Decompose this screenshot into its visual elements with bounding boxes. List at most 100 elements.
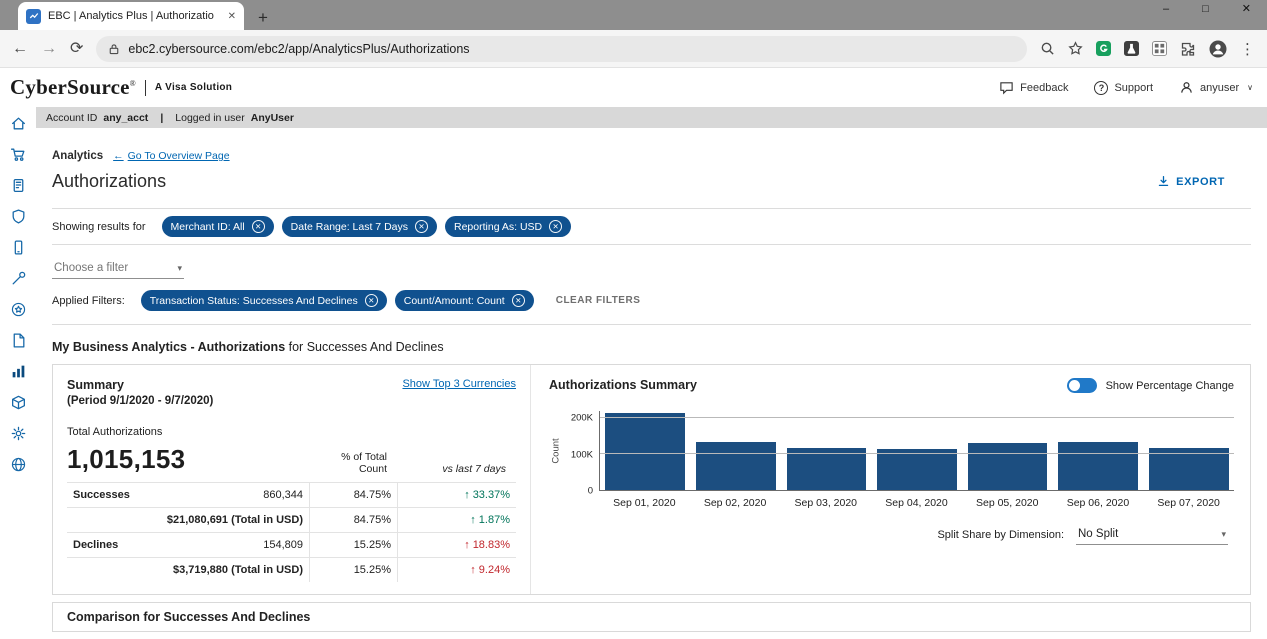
account-id-label: Account ID xyxy=(46,111,98,124)
showing-results-label: Showing results for xyxy=(52,220,146,233)
chip-remove-icon[interactable]: ✕ xyxy=(511,294,525,307)
chart-x-label: Sep 06, 2020 xyxy=(1066,497,1130,509)
registered-mark: ® xyxy=(129,79,136,88)
support-question-icon: ? xyxy=(1094,80,1109,95)
forward-button[interactable]: → xyxy=(41,39,57,57)
bookmark-star-icon[interactable] xyxy=(1068,41,1083,56)
chart-title: Authorizations Summary xyxy=(549,378,697,392)
chart-bar[interactable] xyxy=(1058,442,1139,490)
chart-bar-column xyxy=(1143,411,1234,490)
analytics-crumb: Analytics xyxy=(52,150,104,162)
chart-bar-column xyxy=(600,411,691,490)
account-bar: Account ID any_acct | Logged in user Any… xyxy=(36,107,1267,128)
window-minimize-button[interactable]: – xyxy=(1163,3,1170,15)
row-delta: ↑ 9.24% xyxy=(397,558,516,582)
back-button[interactable]: ← xyxy=(12,39,28,57)
row-label xyxy=(67,514,157,526)
tab-close-icon[interactable]: ✕ xyxy=(227,10,236,22)
summary-row: Declines 154,809 15.25% ↑ 18.83% xyxy=(67,532,516,557)
go-to-overview-link[interactable]: ← Go To Overview Page xyxy=(113,150,229,162)
account-id-value: any_acct xyxy=(103,111,149,124)
sidebar-item-terminal-icon[interactable] xyxy=(8,176,28,194)
filters-section: Showing results for Merchant ID: All ✕ D… xyxy=(52,208,1251,325)
sidebar-item-shield-icon[interactable] xyxy=(8,207,28,225)
chart-bar-column xyxy=(691,411,782,490)
applied-chip-count-amount[interactable]: Count/Amount: Count ✕ xyxy=(394,290,534,311)
sidebar-item-home-icon[interactable] xyxy=(8,114,28,132)
chart-bar[interactable] xyxy=(605,412,686,490)
feedback-button[interactable]: Feedback xyxy=(999,80,1068,95)
chart-x-label: Sep 02, 2020 xyxy=(703,497,767,509)
sidebar-item-analytics-icon[interactable] xyxy=(8,362,28,380)
extensions-puzzle-icon[interactable] xyxy=(1180,41,1196,57)
choose-filter-dropdown[interactable]: Choose a filter ▾ xyxy=(52,260,184,279)
chart-bar-column xyxy=(872,411,963,490)
chip-remove-icon[interactable]: ✕ xyxy=(549,220,563,233)
sidebar-item-badge-icon[interactable] xyxy=(8,300,28,318)
row-value: 860,344 xyxy=(263,489,303,501)
chart-bar[interactable] xyxy=(696,441,776,490)
filter-chip-merchant-id[interactable]: Merchant ID: All ✕ xyxy=(161,216,274,237)
applied-chip-transaction-status[interactable]: Transaction Status: Successes And Declin… xyxy=(140,290,387,311)
chart-x-label: Sep 05, 2020 xyxy=(975,497,1039,509)
chip-remove-icon[interactable]: ✕ xyxy=(251,220,265,233)
chart-y-tick-label: 0 xyxy=(587,485,593,497)
split-share-label: Split Share by Dimension: xyxy=(937,529,1064,541)
row-percent: 84.75% xyxy=(309,483,397,507)
filter-chip-date-range[interactable]: Date Range: Last 7 Days ✕ xyxy=(281,216,437,237)
sidebar-item-package-icon[interactable] xyxy=(8,393,28,411)
extension-icon-dark[interactable] xyxy=(1124,41,1139,56)
chart-x-labels: Sep 01, 2020 Sep 02, 2020 Sep 03, 2020 Sep … xyxy=(599,497,1234,509)
comparison-title: Comparison for Successes And Declines xyxy=(67,610,311,624)
sidebar-item-mobile-icon[interactable] xyxy=(8,238,28,256)
row-value: 154,809 xyxy=(263,539,303,551)
up-arrow-icon: ↑ xyxy=(464,489,470,501)
sidebar-item-settings-icon[interactable] xyxy=(8,424,28,442)
filter-chip-label: Transaction Status: Successes And Declin… xyxy=(149,294,358,307)
browser-menu-icon[interactable]: ⋮ xyxy=(1240,40,1255,58)
row-percent: 84.75% xyxy=(309,508,397,532)
chart-bar[interactable] xyxy=(877,449,957,490)
profile-avatar-icon[interactable] xyxy=(1209,40,1227,58)
sidebar-item-document-icon[interactable] xyxy=(8,331,28,349)
filter-chip-label: Reporting As: USD xyxy=(454,220,543,233)
total-authorizations-label: Total Authorizations xyxy=(67,426,163,438)
show-top-currencies-link[interactable]: Show Top 3 Currencies xyxy=(402,378,516,390)
sidebar-item-tools-icon[interactable] xyxy=(8,269,28,287)
sidebar-item-globe-icon[interactable] xyxy=(8,455,28,473)
chart-x-label: Sep 01, 2020 xyxy=(613,497,676,509)
toggle-switch[interactable] xyxy=(1066,378,1097,393)
summary-row: $21,080,691 (Total in USD) 84.75% ↑ 1.87% xyxy=(67,507,516,532)
filter-chip-reporting-as[interactable]: Reporting As: USD ✕ xyxy=(445,216,572,237)
chart-pane: Authorizations Summary Show Percentage C… xyxy=(531,365,1250,594)
extension-icon-grid[interactable] xyxy=(1152,41,1167,56)
window-maximize-button[interactable]: □ xyxy=(1202,3,1209,15)
chart-bar[interactable] xyxy=(786,447,867,490)
split-dimension-dropdown[interactable]: No Split ▾ xyxy=(1076,526,1228,545)
sidebar-item-cart-icon[interactable] xyxy=(8,145,28,163)
new-tab-button[interactable]: + xyxy=(258,8,268,27)
browser-tab[interactable]: EBC | Analytics Plus | Authorizatio ✕ xyxy=(18,2,244,30)
row-label: Successes xyxy=(73,489,130,501)
export-button[interactable]: EXPORT xyxy=(1157,175,1225,188)
chart-bar[interactable] xyxy=(1148,447,1229,490)
refresh-button[interactable]: ⟳ xyxy=(70,39,84,57)
row-value: $21,080,691 (Total in USD) xyxy=(166,514,303,526)
chart-x-label: Sep 03, 2020 xyxy=(794,497,858,509)
user-menu[interactable]: anyuser ∨ xyxy=(1179,80,1253,95)
chart-bar[interactable] xyxy=(967,442,1048,490)
authorizations-chart: Count 0 100K 200K Sep 01, 2020 Sep 02, 2020… xyxy=(549,411,1234,509)
address-bar[interactable]: ebc2.cybersource.com/ebc2/app/AnalyticsP… xyxy=(96,35,1027,62)
chip-remove-icon[interactable]: ✕ xyxy=(364,294,378,307)
chip-remove-icon[interactable]: ✕ xyxy=(415,220,428,233)
chart-bar-column xyxy=(1053,411,1144,490)
search-icon[interactable] xyxy=(1040,41,1055,56)
extension-icon-green[interactable] xyxy=(1096,41,1111,56)
row-delta-value: 33.37% xyxy=(472,489,510,501)
show-percentage-change-toggle[interactable]: Show Percentage Change xyxy=(1066,378,1234,393)
download-icon xyxy=(1158,175,1169,187)
section-title-strong: My Business Analytics - Authorizations xyxy=(52,340,286,354)
window-close-button[interactable]: ✕ xyxy=(1241,3,1251,15)
support-button[interactable]: ? Support xyxy=(1094,80,1153,95)
clear-filters-button[interactable]: CLEAR FILTERS xyxy=(555,295,641,306)
